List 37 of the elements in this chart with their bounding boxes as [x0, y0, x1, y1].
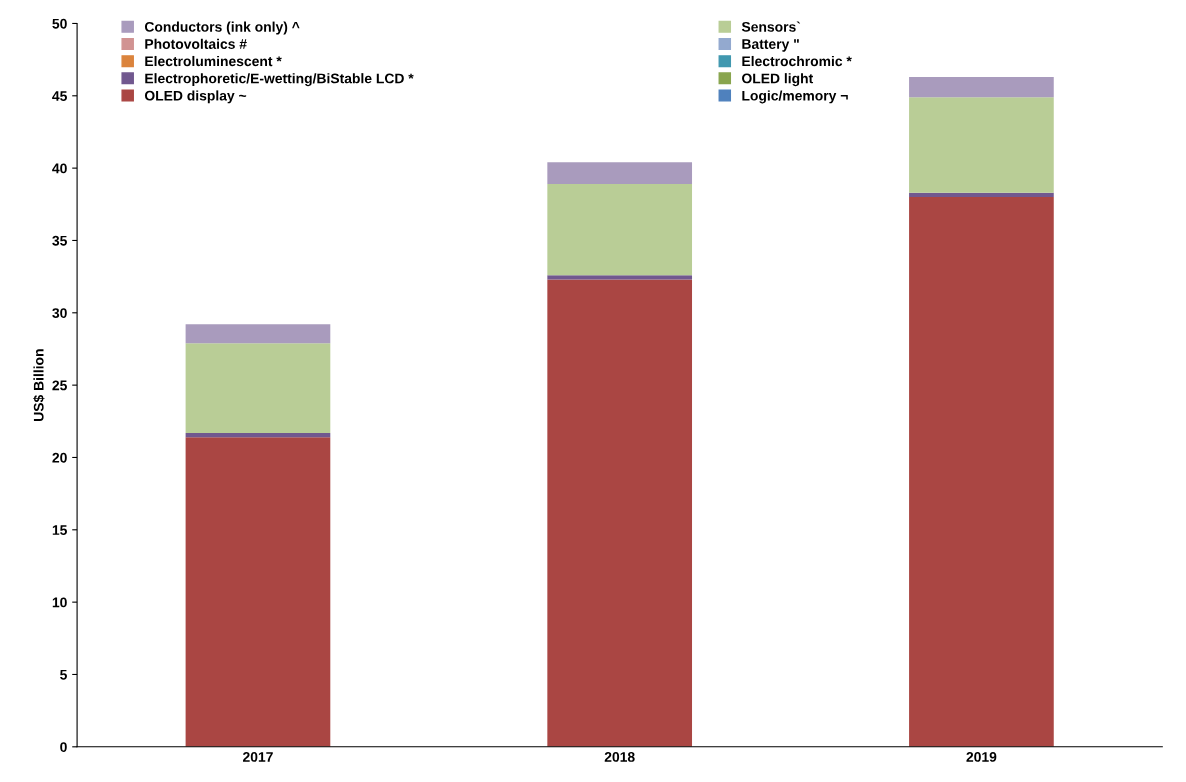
bar: [547, 162, 693, 185]
legend-label: Electrophoretic/E-wetting/BiStable LCD *: [145, 73, 414, 87]
y-tick-label: 10: [52, 597, 67, 608]
legend-label: OLED display ~: [144, 90, 247, 104]
legend-label: Battery ": [742, 39, 799, 52]
legend-label: Sensors`: [741, 21, 801, 32]
legend-label: Logic/memory ¬: [742, 90, 848, 104]
y-tick-label: 5: [60, 669, 67, 680]
y-tick-label: 45: [52, 91, 67, 101]
bar: [909, 197, 1054, 747]
bar: [185, 324, 331, 344]
bar: [185, 343, 331, 433]
y-tick-label: 50: [52, 18, 67, 29]
legend-label: Electroluminescent *: [145, 55, 282, 67]
y-tick-label: 30: [52, 308, 67, 318]
y-tick-label: 35: [52, 235, 67, 246]
y-tick-label: 40: [52, 163, 67, 174]
legend-label: OLED light: [742, 73, 814, 87]
bar: [185, 437, 331, 747]
bar: [909, 76, 1054, 98]
y-tick-label: 15: [52, 525, 67, 535]
y-tick-label: 20: [52, 452, 67, 463]
bar: [547, 184, 693, 276]
bar: [547, 279, 693, 747]
bar: [909, 192, 1054, 198]
bar: [185, 432, 331, 438]
y-tick-label: 25: [52, 380, 67, 391]
bar: [909, 97, 1054, 193]
x-tick-label: 2019: [966, 752, 997, 762]
legend-label: Conductors (ink only) ^: [144, 21, 300, 35]
x-tick-label: 2017: [242, 752, 273, 762]
bar: [547, 275, 693, 280]
y-axis-title: US$ Billion: [33, 349, 45, 421]
legend-label: Photovoltaics #: [145, 38, 247, 49]
y-tick-label: 0: [60, 742, 67, 752]
x-tick-label: 2018: [604, 752, 635, 762]
legend-label: Electrochromic *: [742, 55, 852, 67]
